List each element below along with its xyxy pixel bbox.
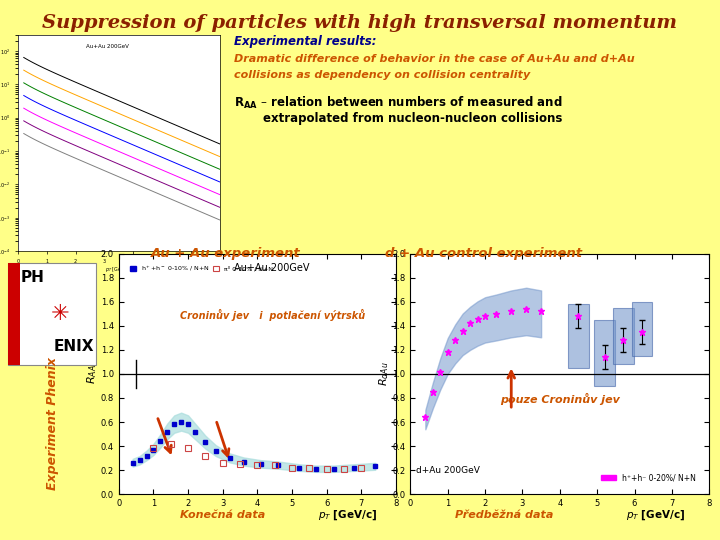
Text: Croninův jev   i  potlačení výtrsků: Croninův jev i potlačení výtrsků xyxy=(180,308,365,321)
Bar xyxy=(613,308,634,364)
Text: Au+Au 200GeV: Au+Au 200GeV xyxy=(86,44,129,49)
Legend: h⁺+h⁻ 0-20%/ N+N: h⁺+h⁻ 0-20%/ N+N xyxy=(598,470,699,485)
Text: Suppression of particles with high transversal momentum: Suppression of particles with high trans… xyxy=(42,14,678,31)
Legend: h$^+$+h$^-$ 0-10% / N+N, π⁰ 0-10% / N+N: h$^+$+h$^-$ 0-10% / N+N, π⁰ 0-10% / N+N xyxy=(127,262,276,275)
Text: PH: PH xyxy=(21,269,45,285)
Bar xyxy=(568,304,589,368)
Text: $p_T$ [GeV/c]: $p_T$ [GeV/c] xyxy=(318,509,377,522)
FancyBboxPatch shape xyxy=(9,263,96,365)
Text: Au + Au experiment: Au + Au experiment xyxy=(151,247,301,260)
Text: d + Au control experiment: d + Au control experiment xyxy=(385,247,582,260)
Text: ✳: ✳ xyxy=(50,304,69,324)
Text: $p_T$ [GeV/c]: $p_T$ [GeV/c] xyxy=(626,509,685,522)
Text: extrapolated from nucleon-nucleon collisions: extrapolated from nucleon-nucleon collis… xyxy=(263,112,562,125)
Bar xyxy=(631,302,652,356)
Bar xyxy=(594,320,615,386)
Text: Předběžná data: Předběžná data xyxy=(455,510,554,520)
Text: Au+Au 200GeV: Au+Au 200GeV xyxy=(233,264,309,273)
Text: d+Au 200GeV: d+Au 200GeV xyxy=(416,466,480,475)
FancyBboxPatch shape xyxy=(9,263,20,365)
Text: ENIX: ENIX xyxy=(53,339,94,354)
X-axis label: $p_T$ [GeV/c]: $p_T$ [GeV/c] xyxy=(105,265,132,274)
Text: pouze Croninův jev: pouze Croninův jev xyxy=(500,393,620,405)
Text: Konečná data: Konečná data xyxy=(180,510,265,520)
Y-axis label: $R_{dAu}$: $R_{dAu}$ xyxy=(377,362,391,386)
Text: Experimental results:: Experimental results: xyxy=(234,35,377,48)
Y-axis label: $R_{AA}$: $R_{AA}$ xyxy=(86,364,99,384)
Text: $\mathbf{R_{AA}}$ – relation between numbers of measured and: $\mathbf{R_{AA}}$ – relation between num… xyxy=(234,94,562,111)
Text: Experiment Phenix: Experiment Phenix xyxy=(45,357,59,490)
Text: collisions as dependency on collision centrality: collisions as dependency on collision ce… xyxy=(234,70,530,80)
Text: Dramatic difference of behavior in the case of Au+Au and d+Au: Dramatic difference of behavior in the c… xyxy=(234,54,634,64)
